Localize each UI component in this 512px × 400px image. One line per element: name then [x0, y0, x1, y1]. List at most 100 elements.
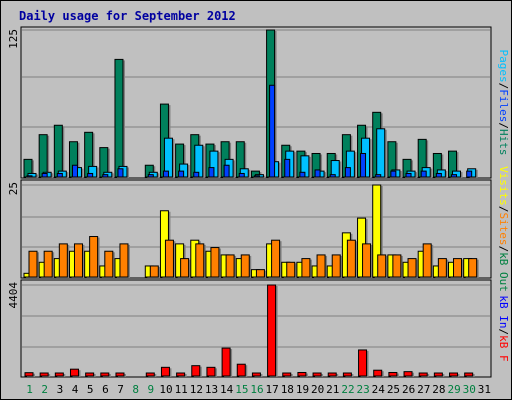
bar-hits-day-2	[38, 134, 48, 178]
x-tick-label-day-11: 11	[175, 383, 188, 396]
bar-sites-day-19	[301, 258, 311, 278]
legend-middle-panel-part-4: kB Out	[497, 252, 510, 292]
bar-kbf-day-22	[342, 372, 352, 377]
x-tick-label-day-12: 12	[190, 383, 203, 396]
bar-pages-day-18	[284, 158, 291, 178]
bar-kbf-day-21	[327, 372, 337, 377]
bar-kbf-day-26	[403, 371, 413, 377]
bar-kbf-day-16	[251, 372, 261, 377]
bar-pages-day-12	[193, 171, 200, 178]
bar-sites-day-16	[255, 269, 265, 278]
bar-pages-day-10	[162, 170, 169, 178]
bar-kbf-day-14	[221, 347, 231, 377]
bar-pages-day-11	[178, 170, 185, 178]
bar-sites-day-20	[316, 254, 326, 278]
bar-sites-day-13	[210, 247, 220, 278]
bar-pages-day-1	[26, 175, 33, 178]
bar-kbf-day-4	[69, 368, 79, 377]
bar-pages-day-4	[71, 164, 78, 178]
bar-pages-day-23	[360, 152, 367, 178]
bar-sites-day-12	[195, 243, 205, 278]
x-tick-label-day-23: 23	[357, 383, 370, 396]
bar-kbf-day-30	[464, 372, 474, 377]
bar-pages-day-6	[102, 174, 109, 178]
bottom-ymax-label: 4404	[7, 282, 20, 309]
bar-pages-day-3	[56, 172, 63, 178]
bar-pages-day-5	[87, 172, 94, 178]
x-tick-label-day-29: 29	[447, 383, 460, 396]
bar-pages-day-21	[329, 174, 336, 178]
bar-kbf-day-19	[297, 371, 307, 377]
bar-sites-day-25	[392, 254, 402, 278]
bar-sites-day-30	[468, 258, 478, 278]
x-tick-label-day-19: 19	[296, 383, 309, 396]
legend-top-panel-part-3: /	[497, 122, 510, 129]
x-tick-label-day-16: 16	[250, 383, 263, 396]
legend-top-panel: Pages/Files/Hits	[497, 50, 510, 156]
bar-kbf-day-29	[449, 372, 459, 377]
bar-pages-day-25	[390, 170, 397, 178]
bar-sites-day-6	[104, 250, 114, 278]
x-tick-label-day-5: 5	[87, 383, 94, 396]
bar-sites-day-23	[362, 243, 372, 278]
bar-sites-day-11	[180, 258, 190, 278]
bar-kbf-day-28	[433, 372, 443, 377]
bar-visits-day-24	[372, 184, 382, 278]
x-tick-label-day-24: 24	[372, 383, 386, 396]
bar-kbf-day-6	[100, 372, 110, 377]
bar-pages-day-20	[314, 169, 321, 178]
x-tick-label-day-28: 28	[432, 383, 445, 396]
bar-kbf-day-5	[85, 372, 95, 377]
bar-hits-day-7	[114, 58, 124, 178]
x-tick-label-day-25: 25	[387, 383, 400, 396]
legend-middle-panel: Visits/Sites/kB Out	[497, 166, 510, 292]
x-tick-label-day-14: 14	[220, 383, 234, 396]
legend-middle-panel-part-3: /	[497, 246, 510, 253]
bar-pages-day-9	[147, 174, 154, 178]
bar-kbf-day-25	[388, 371, 398, 377]
bar-sites-day-1	[28, 250, 38, 278]
x-tick-label-day-21: 21	[326, 383, 339, 396]
bar-pages-day-15	[238, 172, 245, 178]
bar-kbf-day-13	[206, 366, 216, 377]
legend-bottom-panel-part-2: kB F	[497, 335, 510, 362]
bar-sites-day-17	[271, 239, 281, 278]
x-tick-label-day-13: 13	[205, 383, 218, 396]
bar-kbf-day-3	[54, 372, 64, 377]
bar-sites-day-14	[225, 254, 235, 278]
bar-hits-day-3	[53, 124, 63, 178]
bar-pages-day-2	[41, 172, 48, 178]
x-tick-label-day-30: 30	[463, 383, 476, 396]
bar-pages-day-26	[405, 172, 412, 178]
bar-sites-day-18	[286, 261, 296, 278]
bar-sites-day-22	[346, 239, 356, 278]
bar-sites-day-15	[240, 254, 250, 278]
legend-top-panel-part-4: Hits	[497, 129, 510, 156]
x-tick-label-day-2: 2	[41, 383, 48, 396]
x-tick-label-day-9: 9	[148, 383, 155, 396]
bar-kbf-day-9	[145, 372, 155, 377]
bar-pages-day-30	[466, 170, 473, 178]
legend-bottom-panel: kB In/kB F	[497, 295, 510, 361]
bar-kbf-day-27	[418, 372, 428, 377]
bar-sites-day-27	[422, 243, 432, 278]
bar-pages-day-16	[253, 175, 260, 178]
x-tick-label-day-4: 4	[72, 383, 79, 396]
bar-kbf-day-11	[176, 372, 186, 377]
x-tick-label-day-27: 27	[417, 383, 430, 396]
x-tick-label-day-6: 6	[102, 383, 109, 396]
bar-pages-day-17	[269, 84, 276, 178]
bar-kbf-day-24	[373, 369, 383, 377]
x-tick-label-day-17: 17	[266, 383, 279, 396]
bar-sites-day-9	[149, 265, 159, 278]
legend-bottom-panel-part-1: /	[497, 329, 510, 336]
bar-pages-day-22	[344, 167, 351, 178]
bar-sites-day-4	[73, 243, 83, 278]
x-tick-label-day-1: 1	[26, 383, 33, 396]
bar-kbf-day-18	[282, 372, 292, 377]
bottom-panel-area	[20, 279, 492, 378]
bar-pages-day-19	[299, 171, 306, 178]
legend-top-panel-part-2: Files	[497, 89, 510, 122]
bar-files-day-24	[376, 128, 386, 178]
bar-kbf-day-1	[24, 372, 34, 377]
